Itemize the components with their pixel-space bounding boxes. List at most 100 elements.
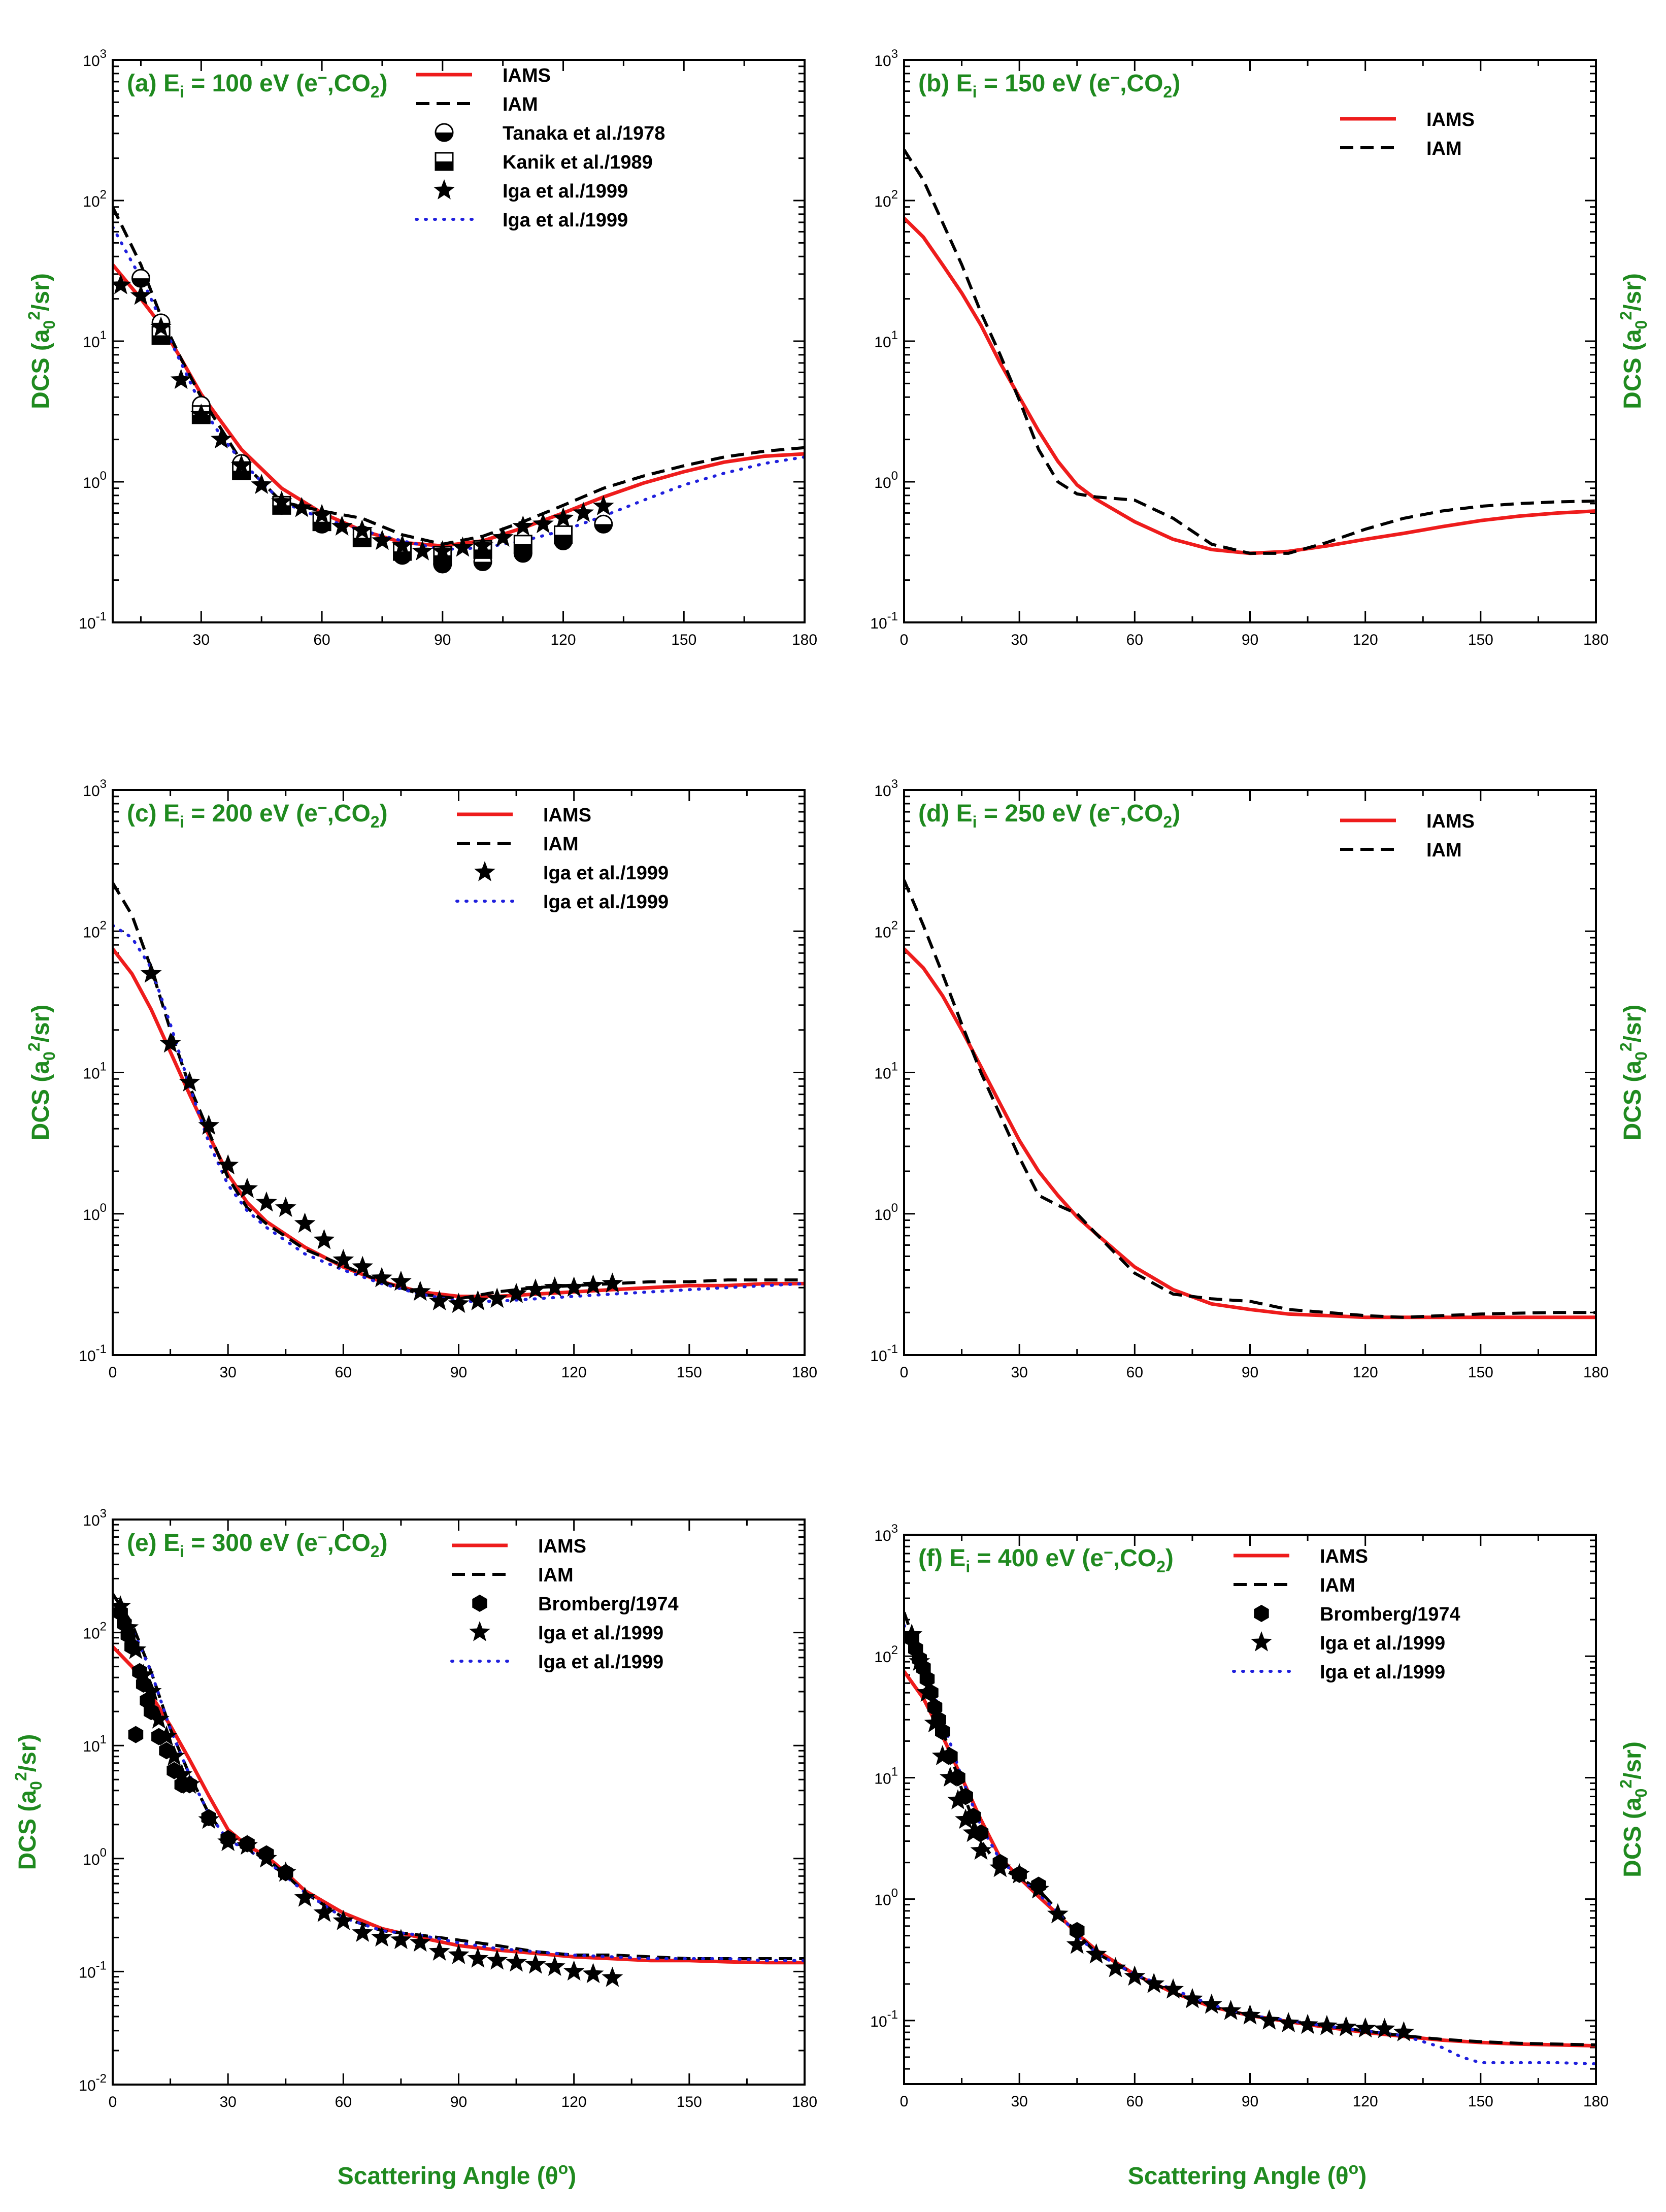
data-point (506, 1951, 527, 1972)
y-tick-label: 100 (83, 1201, 107, 1224)
data-point (1297, 2013, 1318, 2034)
data-point (1143, 1972, 1165, 1993)
series-line-solid (904, 1670, 1596, 2048)
x-tick-label: 120 (1353, 2093, 1378, 2110)
x-tick-label: 180 (1583, 1364, 1609, 1381)
y-tick-label: 103 (83, 777, 107, 800)
minor-ticks-c (113, 790, 805, 1355)
legend-label: IAM (1426, 840, 1462, 861)
panel-c: 10-1 100 101 102 103 0 30 60 90 120 150 180 (c) Ei =… (25, 777, 817, 1381)
axes-frame-f (903, 1534, 1597, 2085)
data-point (532, 513, 554, 534)
minor-ticks-d (904, 790, 1596, 1355)
data-point (525, 1953, 546, 1974)
data-point (140, 963, 162, 983)
data-point (125, 1639, 147, 1659)
data-point (919, 1670, 935, 1688)
data-point (271, 490, 292, 511)
y-tick-label: 102 (874, 188, 898, 210)
data-point (592, 495, 614, 515)
data-point (256, 1847, 277, 1868)
data-point (552, 507, 574, 527)
y-tick-label: 102 (83, 918, 107, 941)
y-tick-label: 103 (874, 777, 898, 800)
legend-label: Iga et al./1999 (543, 863, 669, 884)
data-point (371, 1267, 392, 1287)
x-tick-label: 60 (335, 2094, 352, 2110)
data-point (332, 1909, 354, 1930)
legend-f: IAMS IAM Bromberg/1974 Iga et al./1999 Iga e… (1232, 1546, 1460, 1683)
data-point (544, 1276, 565, 1297)
axes-frame-c (112, 789, 806, 1356)
data-point (1124, 1965, 1146, 1986)
data-point (171, 1764, 193, 1784)
y-tick-label: 102 (83, 1620, 107, 1642)
data-point (573, 502, 594, 522)
data-point (352, 1922, 374, 1942)
y-tick-label: 10-1 (79, 1959, 107, 1981)
minor-ticks-e (113, 1520, 805, 2085)
series-line-dashed (113, 882, 805, 1301)
y-tick-label: 102 (83, 188, 107, 210)
data-point (217, 1831, 239, 1852)
y-tick-label: 101 (83, 1060, 107, 1082)
minor-ticks-f (904, 1535, 1596, 2085)
legend-label: IAMS (1320, 1546, 1368, 1567)
legend-label: IAMS (543, 805, 591, 826)
data-point (431, 540, 453, 560)
legend-label: Iga et al./1999 (503, 181, 628, 202)
legend-a: IAMS IAM Tanaka et al./1978 Kanik et al./19… (415, 65, 665, 231)
y-tick-label: 103 (83, 47, 107, 70)
data-point (179, 1773, 201, 1794)
data-point (409, 1280, 431, 1301)
series-line-solid (113, 263, 805, 548)
legend-b: IAMS IAM (1340, 109, 1475, 159)
data-point (390, 1929, 412, 1950)
data-point (1009, 1863, 1030, 1884)
y-tick-label: 10-1 (870, 610, 898, 632)
data-point (156, 1725, 177, 1746)
legend-label: IAMS (503, 65, 551, 86)
y-axis-title-f: DCS (a02/sr) (1617, 1741, 1650, 1877)
legend-e: IAMS IAM Bromberg/1974 Iga et al./1999 Iga e… (450, 1536, 679, 1673)
series-line-dashed (904, 879, 1596, 1319)
panel-title-f: (f) Ei = 400 eV (e−,CO2) (918, 1543, 1174, 1576)
data-point (332, 1249, 354, 1269)
axes-frame-a (112, 59, 806, 623)
x-tick-label: 30 (1011, 632, 1027, 648)
series-line-dotted (904, 1624, 1596, 2066)
series-line-dotted (113, 1602, 805, 1962)
data-point (513, 535, 532, 554)
y-tick-label: 10-1 (79, 1342, 107, 1365)
data-point (198, 1114, 220, 1135)
data-point (962, 1822, 984, 1842)
data-point (256, 1191, 277, 1212)
data-point (294, 1212, 316, 1233)
y-tick-label: 103 (83, 1507, 107, 1529)
data-point (1201, 1993, 1222, 2014)
x-tick-label: 30 (219, 2094, 236, 2110)
data-point (391, 535, 413, 555)
y-tick-label: 10-1 (79, 610, 107, 632)
data-point (970, 1839, 992, 1860)
panel-title-d: (d) Ei = 250 eV (e−,CO2) (918, 799, 1180, 831)
data-point (1066, 1933, 1088, 1954)
data-point (563, 1960, 585, 1981)
x-tick-label: 30 (219, 1364, 236, 1381)
data-point (1239, 2004, 1261, 2025)
x-axis-title-left: Scattering Angle (θo) (338, 2159, 576, 2190)
series-markers-star (904, 1624, 1415, 2041)
y-tick-label: 10-1 (870, 2008, 898, 2030)
legend-swatch-star (1251, 1631, 1272, 1652)
data-point (939, 1766, 961, 1787)
plot-area-e (113, 1593, 805, 1987)
legend-swatch-star (469, 1621, 490, 1641)
series-line-dashed (113, 1593, 805, 1960)
x-tick-label: 60 (335, 1364, 352, 1381)
data-point (313, 1902, 335, 1922)
data-point (512, 515, 534, 536)
data-point (594, 514, 613, 534)
legend-label: IAM (1426, 138, 1462, 159)
data-point (159, 1032, 181, 1053)
